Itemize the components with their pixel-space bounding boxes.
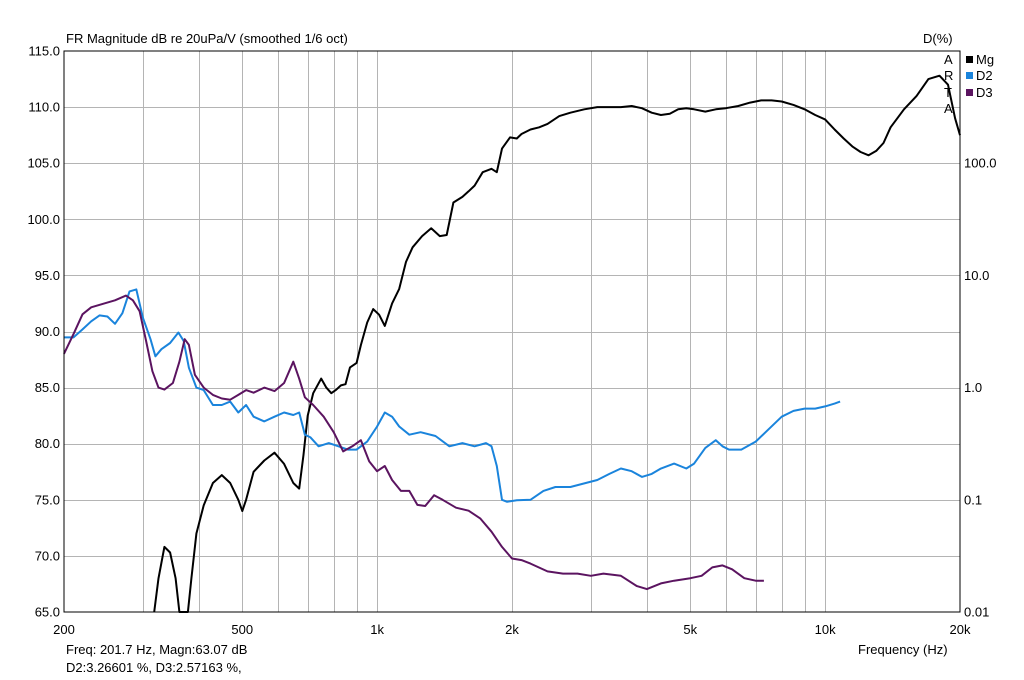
grid-lines [64,51,960,612]
series-line-d2 [64,288,841,503]
x-axis-label: Frequency (Hz) [858,642,948,657]
tick-labels: 200 500 1k 2k 5k 10k 20k 115.0 110.0 105.0 100.0 95… [27,44,996,638]
y-left-tick-label: 65.0 [35,605,60,620]
legend-swatch [966,89,973,96]
y-left-tick-label: 85.0 [35,380,60,395]
y-right-tick-label: 1.0 [964,380,982,395]
series-line-d3 [63,294,764,591]
y-left-tick-label: 95.0 [35,268,60,283]
legend-swatch [966,72,973,79]
right-axis-title: D(%) [923,31,953,46]
y-left-tick-label: 115.0 [28,44,60,59]
y-left-tick-label: 100.0 [27,212,60,227]
y-left-tick-label: 70.0 [35,548,60,563]
series-line-mg [153,74,961,613]
legend-label: D3 [976,85,993,100]
arta-letter: T [944,85,952,100]
y-left-tick-label: 75.0 [35,492,60,507]
x-tick-label: 500 [231,622,253,637]
y-left-tick-label: 110.0 [28,100,60,115]
x-tick-label: 20k [950,622,971,637]
arta-letter: A [944,101,953,116]
y-right-tick-label: 100.0 [964,156,997,171]
x-tick-label: 5k [683,622,697,637]
cursor-readout-line1: Freq: 201.7 Hz, Magn:63.07 dB [66,642,248,657]
x-tick-label: 1k [370,622,384,637]
legend-label: D2 [976,68,993,83]
legend-swatch [966,56,973,63]
plot-frame [63,50,961,613]
x-tick-label: 200 [53,622,75,637]
legend-item-d2: D2 [966,69,993,83]
chart-title: FR Magnitude dB re 20uPa/V (smoothed 1/6… [66,31,348,46]
series-lines [63,74,961,613]
cursor-readout-line2: D2:3.26601 %, D3:2.57163 %, [66,660,242,675]
arta-letter: R [944,68,954,83]
y-right-tick-label: 0.01 [964,605,989,620]
y-left-tick-label: 80.0 [35,436,60,451]
legend-item-mg: Mg [966,53,994,67]
x-tick-label: 10k [815,622,836,637]
arta-letter: A [944,52,953,67]
legend-label: Mg [976,52,995,67]
y-right-tick-label: 0.1 [964,492,982,507]
y-left-tick-label: 90.0 [35,324,60,339]
y-left-tick-label: 105.0 [27,156,60,171]
y-right-tick-label: 10.0 [964,268,989,283]
legend-item-d3: D3 [966,86,993,100]
x-tick-label: 2k [505,622,519,637]
